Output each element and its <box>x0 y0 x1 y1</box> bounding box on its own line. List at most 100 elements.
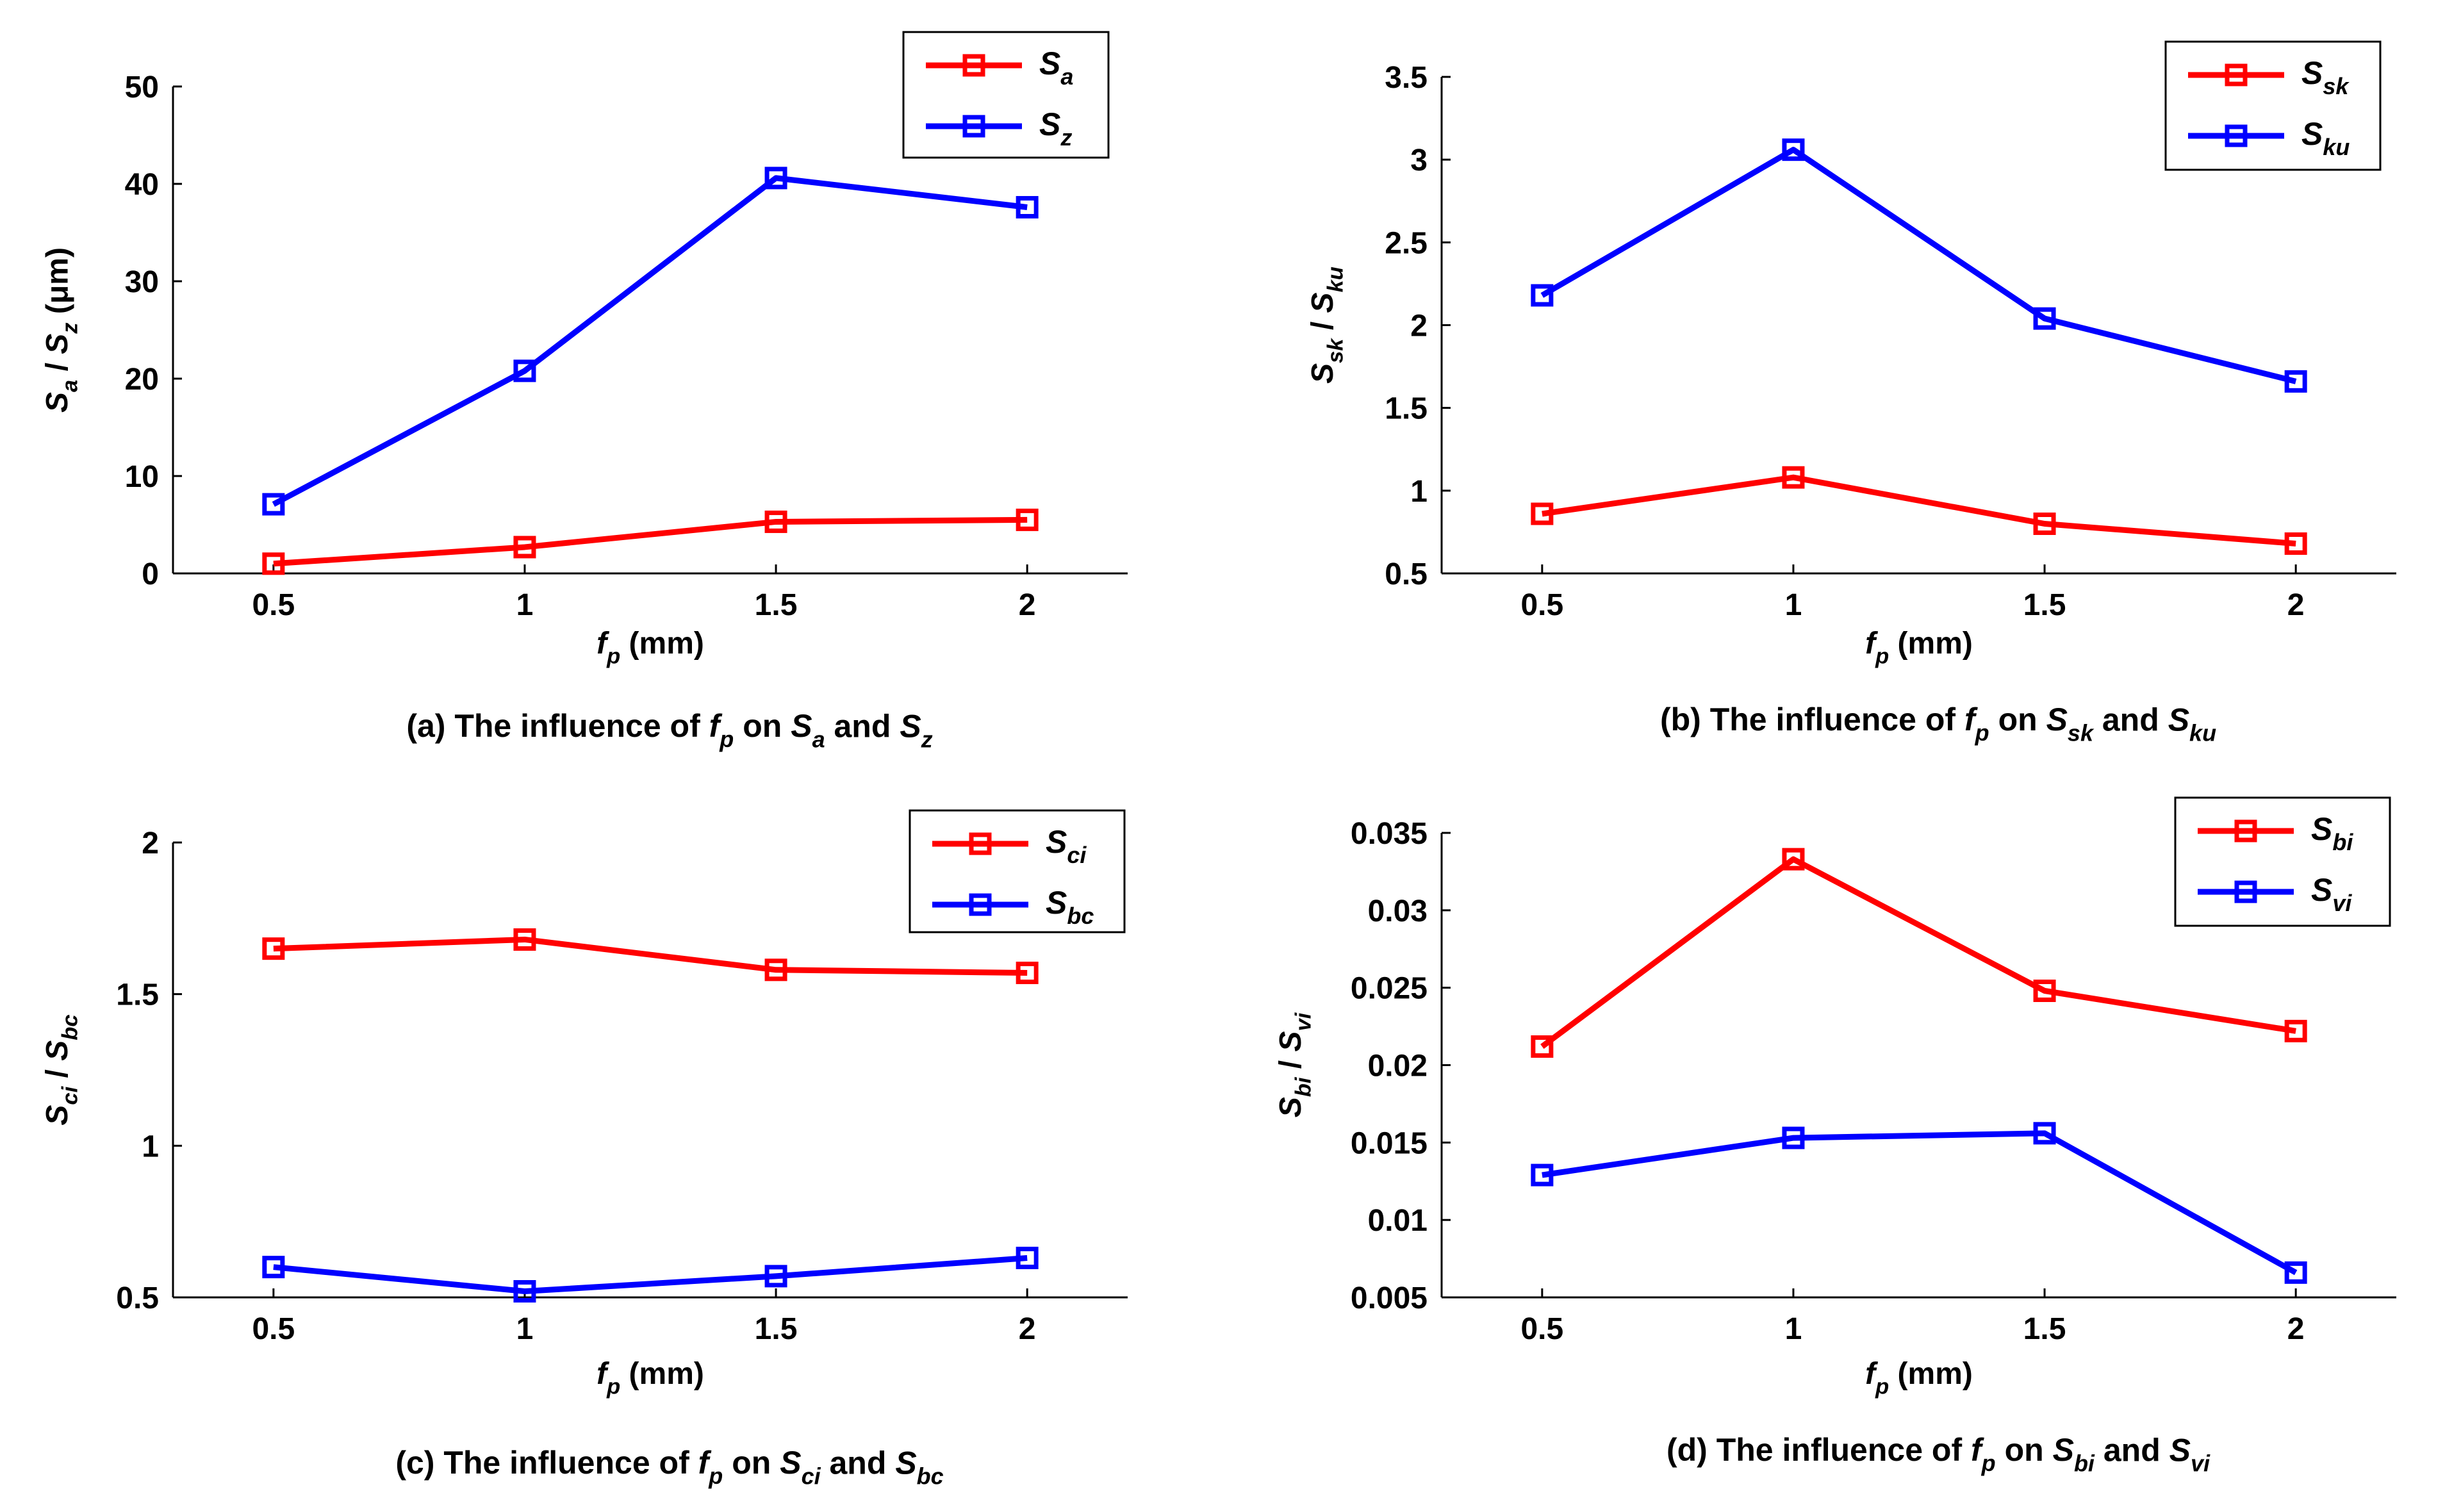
x-tick-label: 0.5 <box>252 588 295 622</box>
y-axis-label: Sci / Sbc <box>40 1014 83 1125</box>
panel-caption: (b) The influence of fp on Ssk and Sku <box>1660 702 2216 746</box>
legend-marker-sk <box>2225 63 2248 86</box>
legend-label-sk: Ssk <box>2301 55 2350 99</box>
x-tick-label: 2 <box>2287 1312 2305 1346</box>
legend-label-bc: Sbc <box>1046 885 1094 929</box>
data-point-vi <box>2284 1261 2307 1284</box>
x-tick-label: 1.5 <box>2023 1312 2066 1346</box>
data-point-bi <box>2033 980 2056 1002</box>
data-point-a <box>262 552 285 575</box>
data-point-bc <box>764 1265 787 1288</box>
legend-label-vi: Svi <box>2311 872 2352 916</box>
series-ci <box>262 928 1039 985</box>
y-tick-label: 2 <box>1410 309 1428 343</box>
x-tick-label: 1 <box>516 588 534 622</box>
y-tick-label: 0.03 <box>1368 894 1428 928</box>
y-tick-label: 0.035 <box>1351 817 1428 851</box>
series-bc <box>262 1246 1039 1303</box>
legend-box <box>2164 40 2382 171</box>
legend-marker-ku <box>2225 124 2248 147</box>
data-point-bi <box>1782 848 1805 871</box>
legend-label-a: Sa <box>1039 45 1073 90</box>
series-z <box>262 167 1039 516</box>
data-point-sk <box>2284 532 2307 555</box>
data-point-z <box>764 167 787 190</box>
y-tick-label: 3 <box>1410 144 1428 177</box>
legend-marker-vi <box>2234 880 2257 903</box>
legend: Sa Sz <box>902 31 1110 159</box>
y-tick-label: 1.5 <box>116 978 159 1012</box>
x-tick-label: 2 <box>2287 588 2305 622</box>
y-tick-label: 0.025 <box>1351 972 1428 1006</box>
y-tick-label: 0.5 <box>116 1281 159 1315</box>
panel-caption: (a) The influence of fp on Sa and Sz <box>406 708 932 753</box>
series-ku <box>1531 138 2307 393</box>
data-point-ku <box>2033 307 2056 330</box>
data-point-ci <box>1016 962 1039 985</box>
y-tick-label: 1 <box>1410 475 1428 509</box>
series-vi <box>1531 1122 2307 1284</box>
y-tick-label: 40 <box>125 168 159 202</box>
legend: Ssk Sku <box>2164 40 2382 171</box>
series-line-vi <box>1542 1130 2298 1276</box>
series-bi <box>1531 848 2307 1058</box>
data-point-bi <box>2284 1019 2307 1042</box>
chart-panel-c: 0.5 1 1.5 2 0.5 1 1.5 2 fp (mm) Sci / Sbc (c) The … <box>40 809 1128 1490</box>
x-axis-label: fp (mm) <box>597 627 704 669</box>
data-point-vi <box>1531 1163 1554 1187</box>
panel-caption: (d) The influence of fp on Sbi and Svi <box>1667 1432 2210 1477</box>
x-axis-label: fp (mm) <box>1865 627 1973 669</box>
y-tick-label: 1.5 <box>1385 392 1428 426</box>
y-tick-label: 30 <box>125 265 159 299</box>
y-tick-label: 1 <box>142 1130 159 1163</box>
y-axis-label: Sa / Sz (μm) <box>40 247 83 413</box>
chart-panel-a: 0 10 20 30 40 50 0.5 1 1.5 2 fp (mm) Sa / Sz (μm) (a… <box>40 31 1128 753</box>
y-tick-label: 0.005 <box>1351 1281 1428 1315</box>
x-tick-label: 0.5 <box>1520 588 1563 622</box>
data-point-bc <box>1016 1246 1039 1269</box>
y-tick-label: 0.02 <box>1368 1049 1428 1083</box>
data-point-sk <box>1782 466 1805 489</box>
legend-label-bi: Sbi <box>2311 811 2353 855</box>
data-point-sk <box>1531 502 1554 525</box>
y-tick-label: 0.5 <box>1385 557 1428 591</box>
data-point-bc <box>513 1280 536 1303</box>
legend-box <box>2174 796 2391 927</box>
data-point-ci <box>262 937 285 960</box>
series-line-bc <box>273 1254 1028 1295</box>
data-point-z <box>1016 195 1039 218</box>
data-point-vi <box>2033 1122 2056 1145</box>
series-line-bi <box>1540 856 2296 1049</box>
x-tick-label: 1 <box>1785 588 1802 622</box>
legend-marker-z <box>962 115 985 138</box>
y-tick-label: 0.01 <box>1368 1204 1428 1238</box>
data-point-bi <box>1531 1035 1554 1058</box>
data-point-a <box>513 536 536 559</box>
series-a <box>262 508 1039 575</box>
series-line-sk <box>1542 474 2296 546</box>
x-tick-label: 2 <box>1019 1312 1036 1346</box>
x-tick-label: 1.5 <box>755 1312 798 1346</box>
panel-caption: (c) The influence of fp on Sci and Sbc <box>395 1445 943 1490</box>
data-point-vi <box>1782 1126 1805 1149</box>
y-tick-label: 2 <box>142 826 159 860</box>
y-tick-label: 0 <box>142 557 159 591</box>
legend-label-ku: Sku <box>2301 116 2350 160</box>
legend: Sbi Svi <box>2174 796 2391 927</box>
series-line-a <box>273 516 1028 567</box>
chart-panel-d: 0.005 0.01 0.015 0.02 0.025 0.03 0.035 0.5 1 1.5 2… <box>1274 796 2396 1477</box>
data-point-sk <box>2033 513 2056 535</box>
x-tick-label: 1.5 <box>2023 588 2066 622</box>
data-point-z <box>262 493 285 516</box>
series-line-ku <box>1540 147 2297 384</box>
y-axis-label: Sbi / Svi <box>1274 1012 1316 1117</box>
legend: Sci Sbc <box>909 809 1126 933</box>
x-tick-label: 1 <box>516 1312 534 1346</box>
y-tick-label: 2.5 <box>1385 226 1428 260</box>
y-tick-label: 10 <box>125 460 159 494</box>
x-tick-label: 1 <box>1785 1312 1802 1346</box>
chart-panel-b: 0.5 1 1.5 2 2.5 3 3.5 0.5 1 1.5 2 fp (mm) Ssk / Sku (… <box>1306 40 2396 746</box>
series-sk <box>1531 466 2307 555</box>
legend-marker-ci <box>969 832 992 855</box>
data-point-z <box>513 359 536 382</box>
